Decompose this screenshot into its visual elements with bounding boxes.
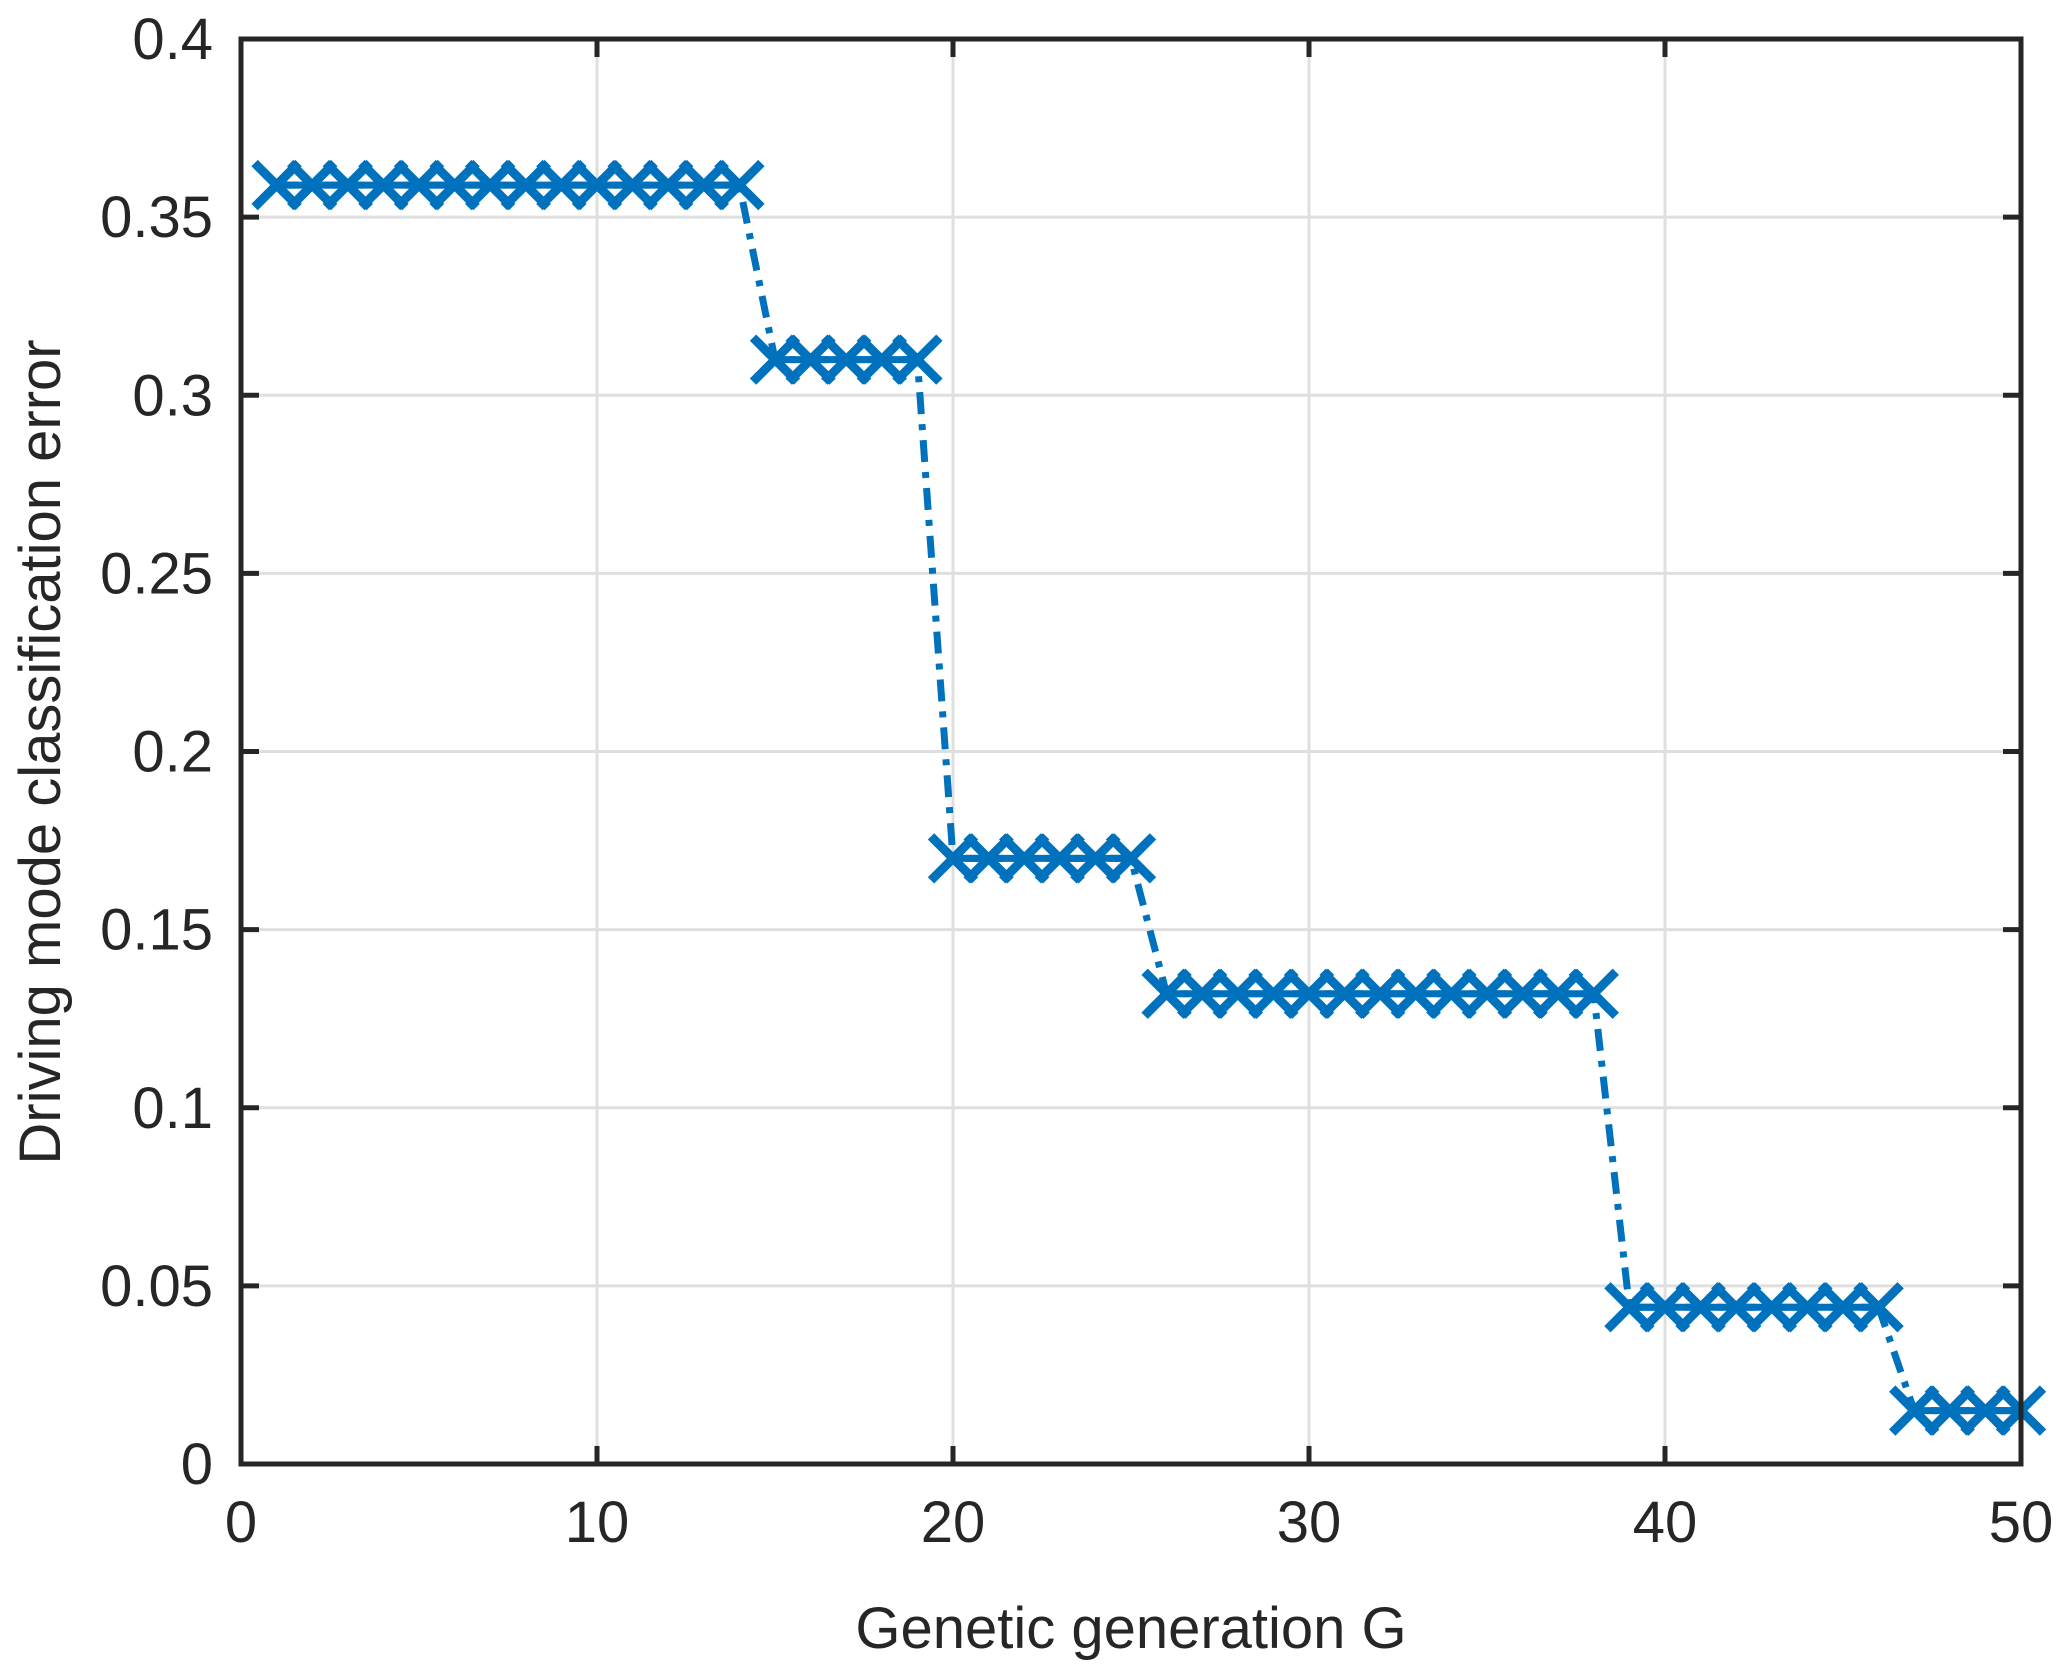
y-tick-label: 0.15	[100, 898, 213, 963]
y-axis-label: Driving mode classification error	[8, 339, 73, 1164]
x-tick-label: 50	[1989, 1490, 2054, 1555]
y-tick-label: 0	[181, 1432, 213, 1497]
y-tick-label: 0.25	[100, 541, 213, 606]
x-axis-ticks: 0 10 20 30 40 50	[225, 39, 2053, 1555]
y-tick-label: 0.35	[100, 185, 213, 250]
y-tick-label: 0.2	[132, 720, 213, 785]
x-tick-label: 30	[1277, 1490, 1342, 1555]
y-tick-label: 0.1	[132, 1076, 213, 1141]
y-tick-label: 0.4	[132, 7, 213, 72]
data-series	[251, 159, 2047, 1436]
x-tick-label: 10	[565, 1490, 630, 1555]
x-axis-label: Genetic generation G	[855, 1596, 1406, 1661]
x-tick-label: 40	[1633, 1490, 1698, 1555]
y-tick-label: 0.3	[132, 363, 213, 428]
x-tick-label: 0	[225, 1490, 257, 1555]
y-axis-ticks: 0 0.05 0.1 0.15 0.2 0.25 0.3 0.35 0.4	[100, 7, 2021, 1497]
x-tick-label: 20	[921, 1490, 986, 1555]
y-tick-label: 0.05	[100, 1254, 213, 1319]
